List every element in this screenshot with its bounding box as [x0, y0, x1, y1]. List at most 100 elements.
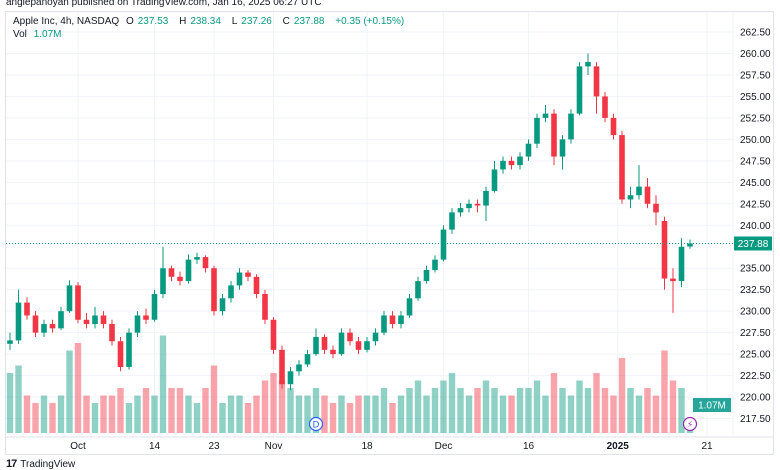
candle-body: [160, 268, 166, 294]
open-label: O: [125, 16, 134, 27]
candle-body: [304, 354, 311, 365]
candle-body: [483, 190, 489, 206]
candle-body: [627, 195, 634, 200]
candle-body: [406, 298, 413, 316]
change-value: +0.35 (+0.15%): [335, 16, 405, 27]
volume-bar: [287, 388, 294, 433]
candle-body: [687, 243, 693, 247]
low-number: 237.26: [241, 16, 272, 27]
volume-bar: [440, 380, 447, 433]
earnings-event-icon[interactable]: [682, 416, 698, 432]
candle-body: [678, 246, 685, 282]
candle-body: [372, 332, 379, 342]
volume-bar: [397, 395, 405, 433]
volume-bar: [559, 388, 566, 433]
volume-bar: [74, 343, 82, 433]
high-label: H: [179, 16, 187, 27]
candle-body: [92, 315, 98, 325]
x-tick-label: Dec: [435, 441, 453, 452]
last-price-label: 237.88: [738, 239, 769, 250]
candle-body: [202, 257, 209, 269]
y-tick-label: 222.50: [740, 371, 771, 382]
candle-body: [508, 160, 515, 166]
candle-body: [262, 293, 268, 320]
candle-body: [194, 257, 200, 260]
low-value: L 237.26: [232, 16, 276, 27]
last-volume-label: 1.07M: [698, 401, 726, 412]
x-tick-label: Nov: [265, 441, 283, 452]
candle-body: [653, 203, 659, 213]
volume-bar: [635, 395, 643, 433]
volume-bar: [338, 395, 345, 433]
volume-bar: [363, 395, 371, 433]
y-tick-label: 252.50: [740, 113, 771, 124]
candle-body: [576, 66, 583, 114]
volume-bar: [91, 403, 99, 433]
volume-bar: [329, 403, 337, 433]
candle-body: [347, 332, 353, 342]
volume-bar: [482, 380, 490, 433]
tradingview-logo[interactable]: 17 TradingView: [6, 458, 75, 470]
candle-body: [168, 268, 175, 277]
volume-bar: [236, 395, 243, 433]
volume-bar: [304, 395, 311, 433]
volume-bar: [508, 395, 515, 433]
candle-body: [457, 208, 464, 213]
candle-body: [593, 66, 600, 97]
y-tick-label: 250.00: [740, 135, 771, 146]
last-price-badge: [734, 236, 772, 251]
volume-bar: [15, 365, 22, 433]
candle-body: [66, 285, 73, 312]
candle-body: [381, 315, 387, 333]
x-tick-label: Oct: [70, 441, 86, 452]
y-tick-label: 225.00: [740, 350, 771, 361]
candle-body: [117, 341, 124, 368]
volume-bar: [465, 395, 473, 433]
candle-body: [245, 272, 251, 277]
candle-body: [185, 259, 192, 282]
candle-body: [253, 276, 260, 294]
candle-body: [542, 113, 549, 118]
y-tick-label: 245.00: [740, 178, 771, 189]
candle-body: [58, 311, 64, 329]
candle-body: [151, 293, 158, 320]
volume-bar: [525, 388, 532, 433]
volume-bar: [321, 395, 328, 433]
candle-body: [126, 332, 132, 368]
y-tick-label: 247.50: [740, 156, 771, 167]
volume-bar: [312, 388, 320, 433]
volume-bar: [389, 403, 396, 433]
high-number: 238.34: [190, 16, 221, 27]
y-tick-label: 230.00: [740, 307, 771, 318]
dividend-event-icon[interactable]: [308, 416, 324, 432]
y-tick-label: 260.00: [740, 49, 771, 60]
volume-bar: [644, 388, 651, 433]
volume-bar: [380, 388, 388, 433]
candle-body: [41, 324, 47, 333]
y-tick-label: 232.50: [740, 285, 771, 296]
volume-bar: [652, 395, 660, 433]
volume-bar: [491, 388, 498, 433]
candle-body: [423, 269, 430, 282]
y-tick-label: 242.50: [740, 199, 771, 210]
volume-bar: [244, 403, 252, 433]
volume-bar: [346, 403, 354, 433]
symbol-label[interactable]: Apple Inc, 4h, NASDAQ: [13, 16, 120, 27]
candle-body: [75, 285, 81, 320]
volume-bar: [40, 395, 48, 433]
volume-bar: [125, 403, 133, 433]
volume-bar: [219, 403, 226, 433]
volume-bar: [32, 403, 39, 433]
volume-bar: [66, 350, 73, 433]
volume-bar: [661, 350, 668, 433]
x-tick-label: 2025: [607, 441, 630, 452]
volume-bar: [355, 395, 362, 433]
candle-body: [236, 272, 243, 286]
candle-body: [211, 268, 217, 312]
volume-bar: [49, 403, 56, 433]
volume-bar: [516, 388, 524, 433]
candle-body: [644, 186, 651, 204]
volume-bar: [372, 395, 379, 433]
candle-body: [32, 315, 39, 333]
